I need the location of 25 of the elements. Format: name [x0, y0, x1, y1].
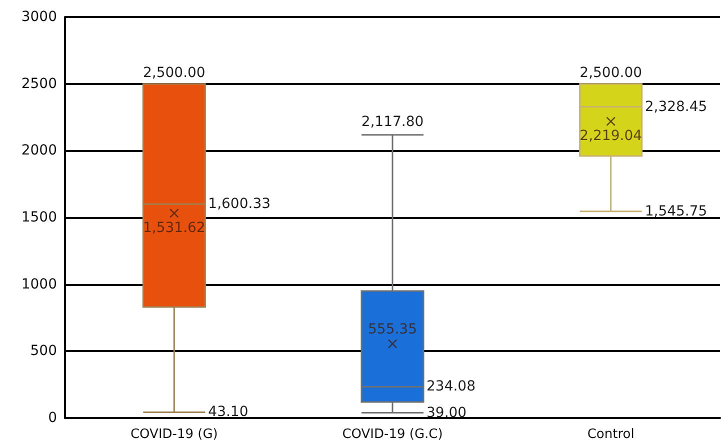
- annotation: 2,500.00: [142, 64, 206, 81]
- annotation: 2,328.45: [644, 98, 708, 115]
- y-tick-label: 2000: [21, 142, 57, 159]
- y-tick-label: 0: [48, 410, 57, 426]
- y-tick-label: 1000: [21, 276, 57, 292]
- y-tick-label: 500: [30, 343, 57, 360]
- y-tick-label: 3000: [21, 9, 57, 25]
- y-tick-label: 2500: [21, 76, 57, 92]
- data-label: 1,531.62: [142, 220, 206, 236]
- data-label: 555.35: [368, 321, 417, 338]
- point: [170, 208, 179, 218]
- annotation: 1,600.33: [208, 196, 271, 212]
- annotation: 2,117.80: [361, 114, 424, 130]
- data-label: 2,219.04: [580, 128, 642, 144]
- annotation: 43.10: [208, 404, 248, 420]
- annotation: 2,500.00: [580, 64, 642, 81]
- annotation: 39.00: [426, 404, 467, 421]
- x-tick-label: COVID-19 (G.C): [342, 427, 443, 442]
- y-tick-label: 1500: [21, 210, 57, 226]
- annotation: 1,545.75: [644, 203, 708, 220]
- x-tick-label: Control: [587, 427, 634, 442]
- point: [388, 339, 397, 348]
- annotation: 234.08: [426, 378, 476, 395]
- point: [606, 116, 616, 126]
- x-tick-label: COVID-19 (G): [130, 427, 218, 442]
